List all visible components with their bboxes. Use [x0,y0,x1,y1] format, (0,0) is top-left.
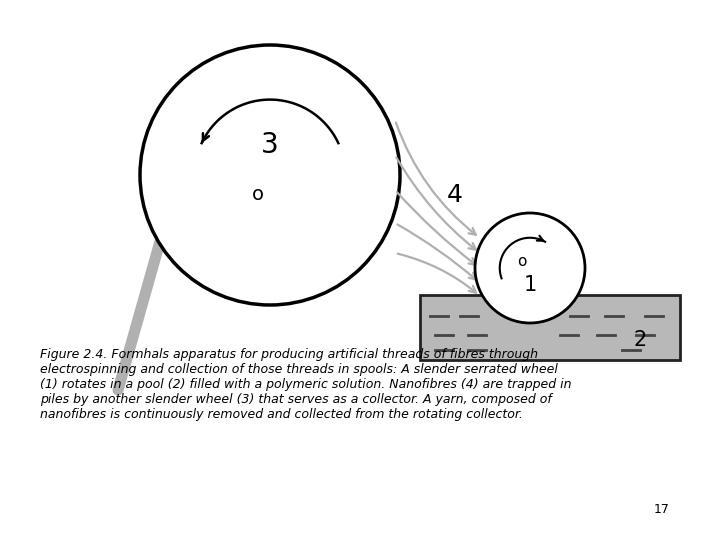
Text: 2: 2 [634,330,647,350]
Text: 17: 17 [654,503,670,516]
Text: o: o [252,186,264,205]
Text: 3: 3 [261,131,279,159]
Text: 1: 1 [523,275,536,295]
Circle shape [140,45,400,305]
Text: Figure 2.4. Formhals apparatus for producing artificial threads of fibres throug: Figure 2.4. Formhals apparatus for produ… [40,348,571,421]
Text: o: o [517,254,527,269]
Bar [420,295,680,360]
Circle shape [475,213,585,323]
Text: 4: 4 [447,183,463,207]
